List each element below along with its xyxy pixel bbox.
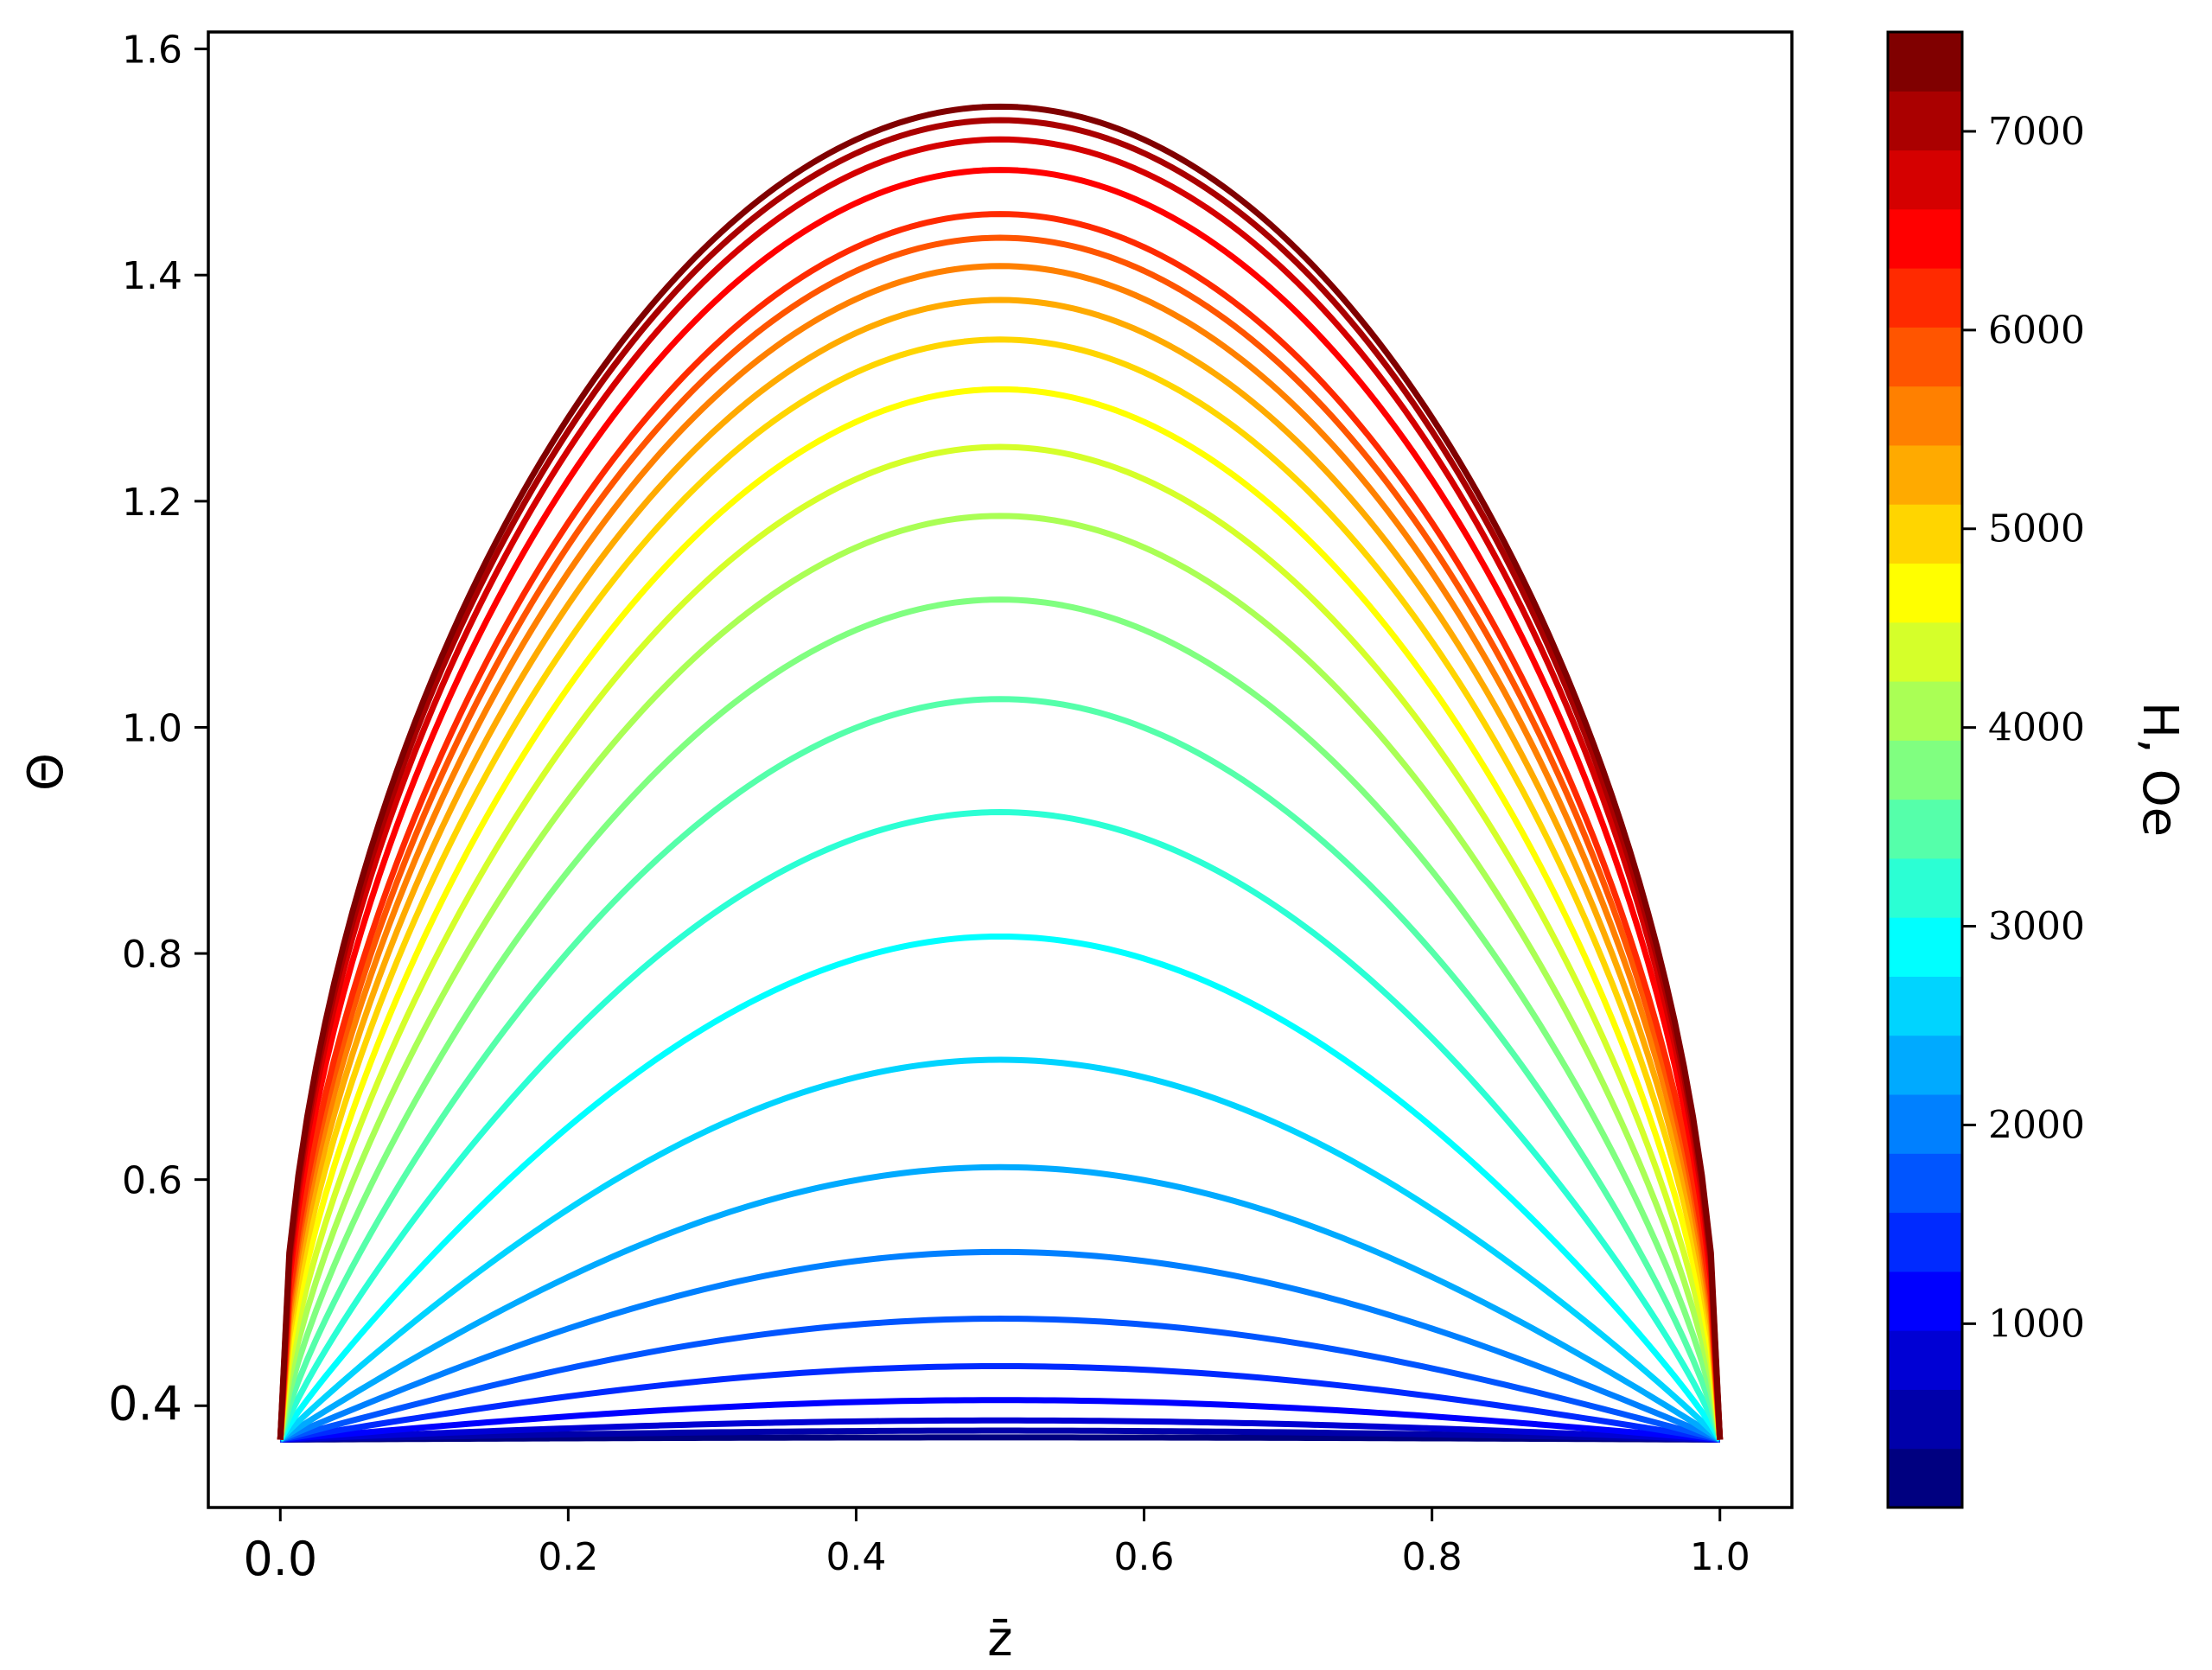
colorbar-tick-label: 3000 bbox=[1988, 905, 2085, 949]
series-line bbox=[277, 1056, 1723, 1442]
colorbar-label: H, Oe bbox=[2132, 702, 2188, 837]
series-line bbox=[277, 336, 1724, 1440]
x-tick-label: 0.6 bbox=[1114, 1535, 1175, 1579]
series-line bbox=[280, 1417, 1720, 1444]
series-line bbox=[277, 443, 1724, 1440]
series-line bbox=[277, 696, 1724, 1441]
colorbar-segment bbox=[1888, 1212, 1962, 1272]
x-tick-label: 0.8 bbox=[1402, 1535, 1463, 1579]
colorbar-axis: 1000 2000 3000 4000 5000 6000 7000 bbox=[1962, 110, 2085, 1346]
colorbar-tick-label: 6000 bbox=[1988, 309, 2085, 353]
colorbar-segment bbox=[1888, 90, 1962, 151]
colorbar-segment bbox=[1888, 31, 1962, 92]
colorbar-segment bbox=[1888, 1388, 1962, 1450]
series-line bbox=[277, 386, 1724, 1440]
colorbar-segment bbox=[1888, 1152, 1962, 1214]
colorbar-segment bbox=[1888, 1271, 1962, 1331]
series-line bbox=[277, 296, 1724, 1440]
x-tick-label: 0.4 bbox=[826, 1535, 886, 1579]
series-line bbox=[277, 234, 1724, 1440]
colorbar-segment bbox=[1888, 621, 1962, 682]
series-line bbox=[277, 103, 1724, 1440]
colorbar-segment bbox=[1888, 208, 1962, 269]
series-line bbox=[277, 136, 1724, 1440]
x-tick-label: 0.0 bbox=[243, 1532, 317, 1586]
series-line bbox=[278, 1248, 1722, 1443]
colorbar-tick-label: 7000 bbox=[1988, 110, 2085, 154]
colorbar-tick-label: 1000 bbox=[1988, 1302, 2085, 1346]
y-tick-label: 1.0 bbox=[122, 706, 182, 750]
colorbar-segment bbox=[1888, 975, 1962, 1036]
colorbar-tick-label: 4000 bbox=[1988, 706, 2085, 750]
x-tick-label: 0.2 bbox=[538, 1535, 598, 1579]
series-line bbox=[277, 117, 1724, 1440]
x-axis-label: z̄ bbox=[987, 1611, 1012, 1667]
series-line bbox=[277, 809, 1723, 1441]
y-tick-label: 0.8 bbox=[122, 933, 182, 977]
colorbar-tick-label: 2000 bbox=[1988, 1103, 2085, 1147]
series-line bbox=[277, 263, 1724, 1440]
series-line bbox=[279, 1397, 1721, 1444]
y-axis: 0.4 0.6 0.8 1.0 1.2 1.4 1.6 bbox=[108, 29, 208, 1431]
y-tick-label: 0.6 bbox=[122, 1159, 182, 1203]
x-axis: 0.0 0.2 0.4 0.6 0.8 1.0 bbox=[243, 1507, 1750, 1586]
colorbar-segment bbox=[1888, 799, 1962, 859]
colorbar-segment bbox=[1888, 1035, 1962, 1095]
series-layer bbox=[277, 103, 1724, 1444]
colorbar-segment bbox=[1888, 1329, 1962, 1390]
y-tick-label: 0.4 bbox=[108, 1376, 182, 1431]
colorbar-segment bbox=[1888, 444, 1962, 505]
colorbar-segment bbox=[1888, 563, 1962, 623]
colorbar-segment bbox=[1888, 916, 1962, 977]
series-line bbox=[277, 513, 1724, 1441]
series-line bbox=[278, 1163, 1722, 1443]
y-tick-label: 1.4 bbox=[122, 254, 182, 298]
colorbar-segment bbox=[1888, 1448, 1962, 1508]
colorbar-segment bbox=[1888, 739, 1962, 800]
colorbar-segment bbox=[1888, 1093, 1962, 1154]
series-line bbox=[280, 1434, 1720, 1444]
series-line bbox=[279, 1316, 1721, 1443]
series-line bbox=[277, 596, 1724, 1441]
series-line bbox=[279, 1362, 1721, 1443]
series-line bbox=[277, 933, 1723, 1442]
y-tick-label: 1.6 bbox=[122, 29, 182, 73]
colorbar-segment bbox=[1888, 386, 1962, 446]
x-tick-label: 1.0 bbox=[1690, 1535, 1750, 1579]
colorbar-segment bbox=[1888, 503, 1962, 564]
series-line bbox=[277, 167, 1724, 1440]
colorbar-segment bbox=[1888, 857, 1962, 918]
colorbar bbox=[1888, 31, 1962, 1508]
colorbar-segment bbox=[1888, 326, 1962, 387]
colorbar-segment bbox=[1888, 267, 1962, 328]
y-tick-label: 1.2 bbox=[122, 481, 182, 525]
colorbar-segment bbox=[1888, 150, 1962, 210]
series-line bbox=[277, 211, 1724, 1440]
y-axis-label: Θ bbox=[18, 753, 74, 791]
colorbar-segment bbox=[1888, 680, 1962, 741]
plot-frame bbox=[207, 30, 1794, 1509]
colorbar-tick-label: 5000 bbox=[1988, 507, 2085, 551]
colorbar-frame bbox=[1886, 30, 1964, 1509]
series-line bbox=[280, 1427, 1720, 1444]
